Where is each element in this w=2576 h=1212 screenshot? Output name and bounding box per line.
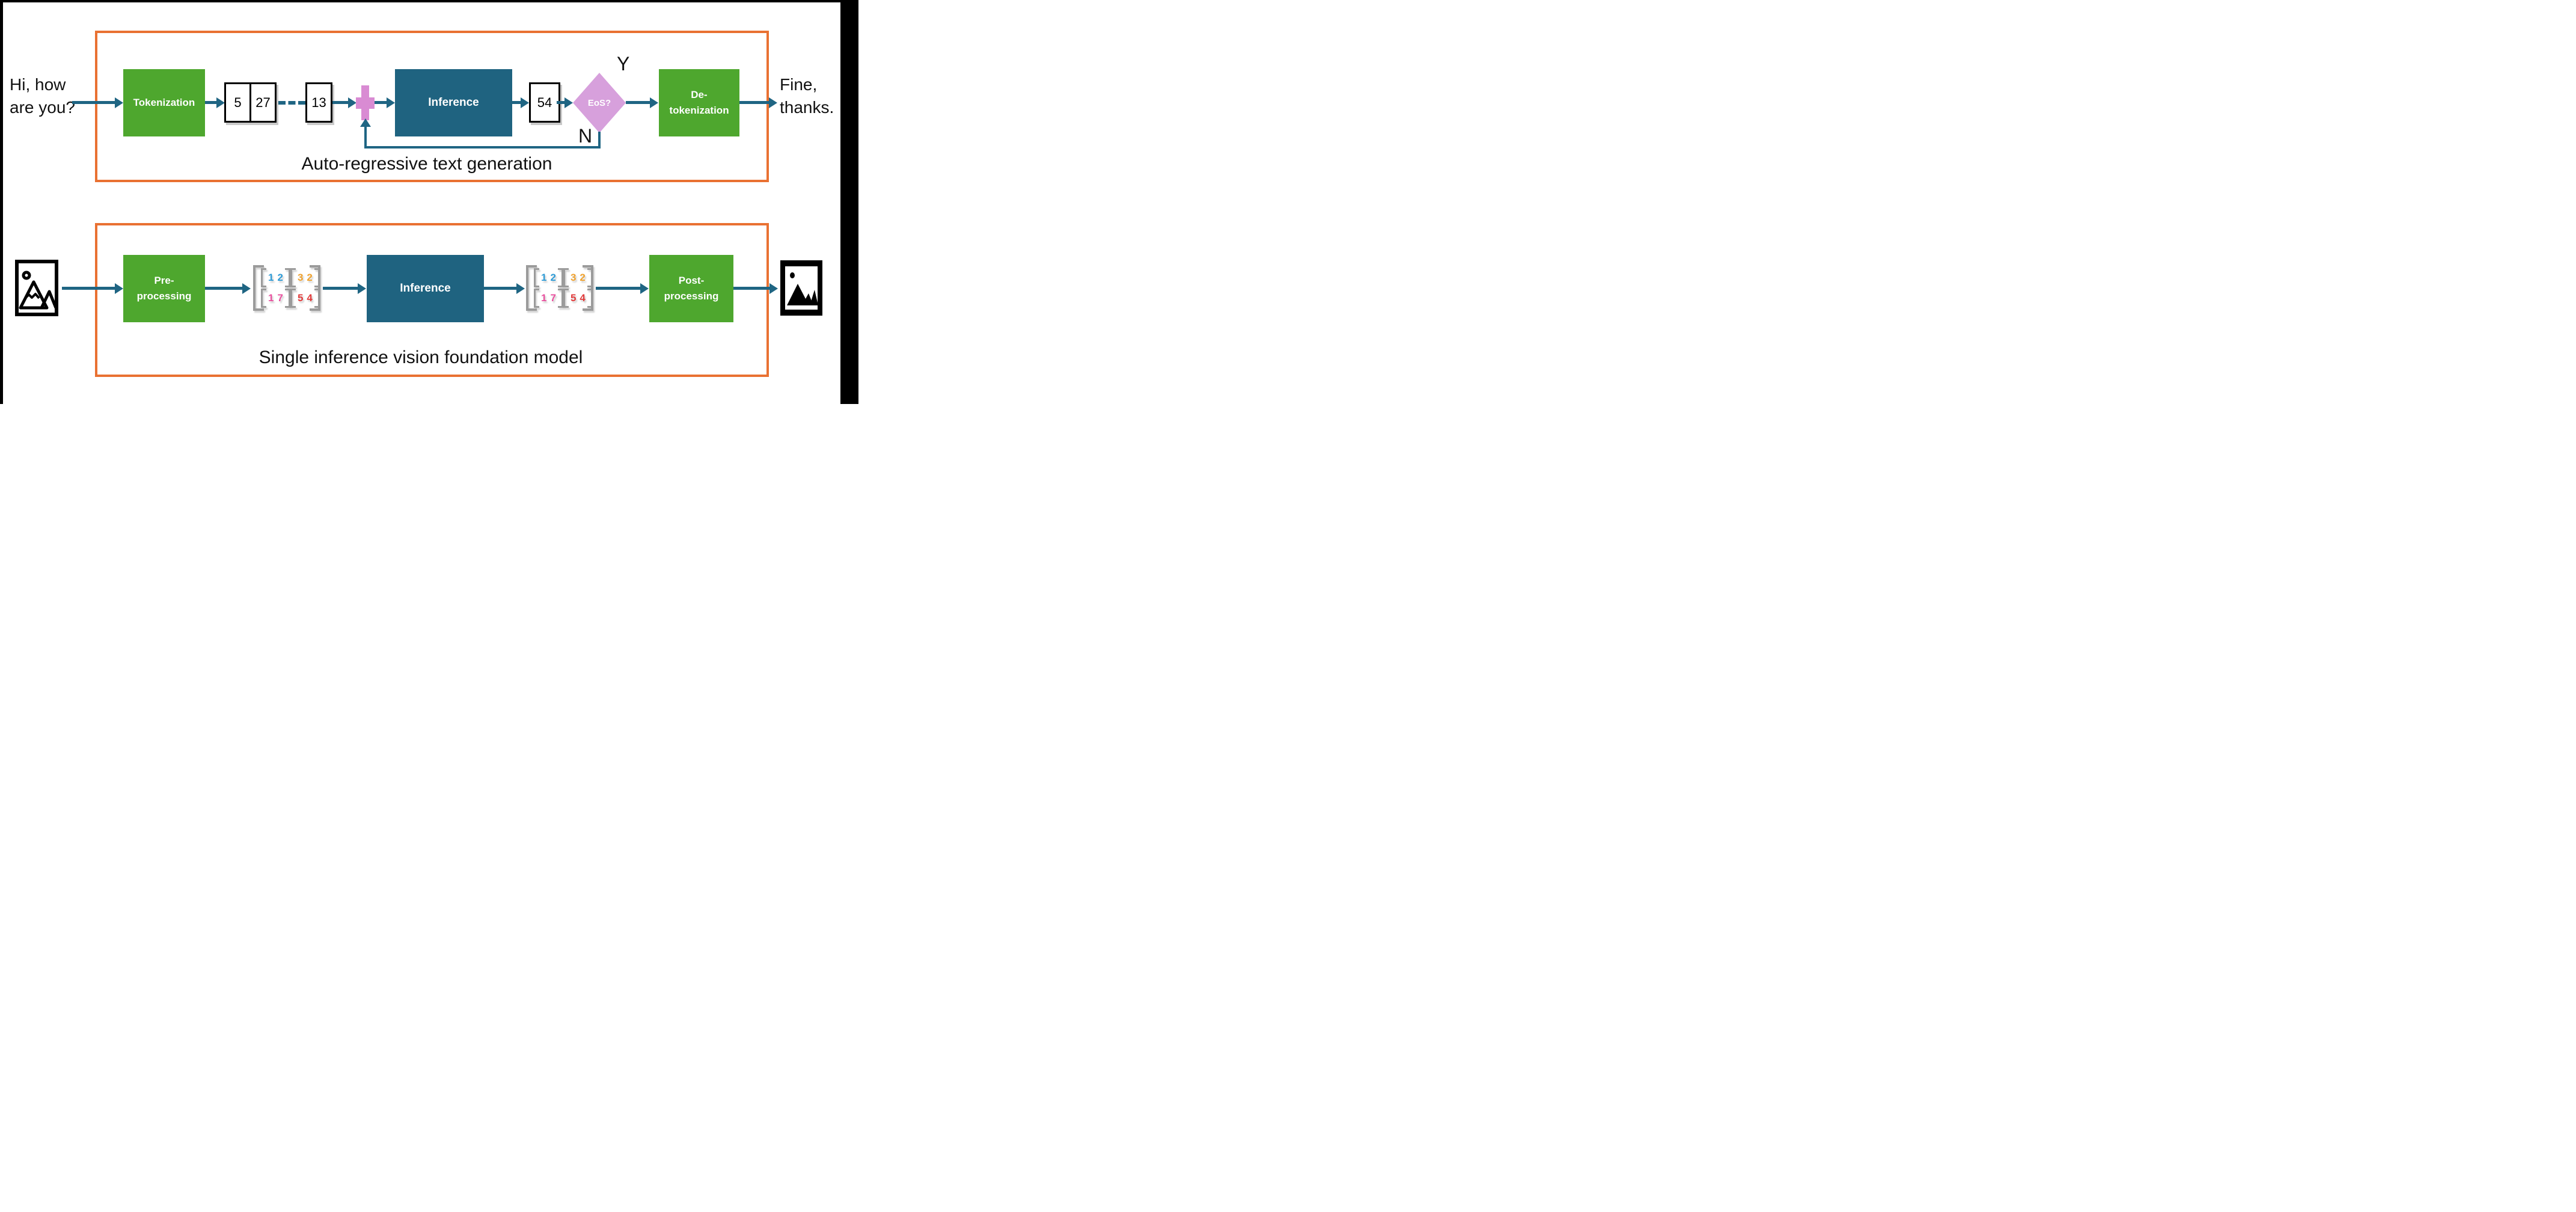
arrow-tensor-to-inference [323,287,358,290]
token-value: 27 [255,94,271,110]
input-image-icon [15,260,58,316]
postprocessing-line2: processing [664,290,719,302]
detokenization-line2: tokenization [669,105,729,116]
token-box-54: 54 [529,82,560,123]
detokenization-box: De- tokenization [659,69,739,136]
token-ellipsis-dashes [278,101,305,105]
arrow-tokens-to-concat [332,101,349,104]
feedback-line-across [364,146,601,148]
vision-model-frame [95,223,769,377]
arrowhead [387,97,395,108]
top-caption: Auto-regressive text generation [301,154,552,174]
matrix-bracket-right [310,265,320,311]
token-sequence: 5 27 [224,82,277,123]
matrix-bracket-left [526,265,537,311]
preprocessing-line1: Pre- [154,275,174,286]
arrowhead [769,97,777,108]
screen-edge-right [840,0,858,404]
arrow-token-to-decision [557,101,566,104]
arrowhead [216,97,225,108]
input-text-line2: are you? [10,98,75,117]
matrix-bracket-left [253,265,264,311]
arrowhead [650,97,658,108]
preprocessing-line2: processing [136,290,192,302]
token-value: 5 [234,94,242,110]
arrow-inference-to-token [512,101,522,104]
output-image-icon [780,260,823,316]
eos-label: EoS? [587,97,611,108]
arrow-inference-to-tensor [484,287,517,290]
plus-horizontal-bar [356,97,375,109]
postprocessing-box: Post- processing [649,255,733,322]
arrowhead [358,283,366,294]
token-box-5: 5 [224,82,251,123]
token-box-27: 27 [251,82,277,123]
arrowhead [516,283,525,294]
inference-label: Inference [400,282,451,295]
feedback-line-down [598,132,601,148]
inference-box-text: Inference [395,69,512,136]
arrow-concat-to-inference [375,101,388,104]
detokenization-line1: De- [691,89,708,100]
token-value: 13 [311,94,326,110]
screen-edge-left [0,0,3,404]
output-text: Fine, thanks. [780,73,852,119]
token-value: 54 [537,94,552,110]
tokenization-label: Tokenization [133,97,195,108]
concat-plus-icon [356,85,375,120]
arrow-detokenization-to-output [739,101,769,104]
output-text-line2: thanks. [780,98,834,117]
screen-edge-top [0,0,858,2]
arrow-postprocessing-to-image [733,287,770,290]
arrowhead [521,97,529,108]
token-box-13: 13 [305,82,332,123]
arrowhead [348,97,356,108]
text-generation-frame [95,31,769,182]
arrow-image-to-preprocessing [62,287,115,290]
inference-label: Inference [428,96,479,109]
arrowhead [640,283,649,294]
arrowhead [564,97,573,108]
bottom-caption: Single inference vision foundation model [259,347,583,367]
tokenization-box: Tokenization [123,69,205,136]
inference-box-vision: Inference [367,255,484,322]
matrix-bracket-right [583,265,593,311]
slide-diagram: Hi, how are you? Tokenization 5 27 13 In… [0,0,858,404]
arrow-input-to-tokenization [72,101,115,104]
no-label: N [578,125,593,147]
input-text: Hi, how are you? [10,73,94,119]
arrowhead [242,283,251,294]
arrowhead-up [360,118,371,127]
arrow-tensor-to-postprocessing [596,287,641,290]
arrow-preprocessing-to-tensor [205,287,243,290]
postprocessing-line1: Post- [678,275,705,286]
arrowhead [769,283,778,294]
feedback-line-up [364,125,367,148]
arrowhead [115,283,123,294]
yes-label: Y [617,53,630,75]
preprocessing-box: Pre- processing [123,255,205,322]
arrow-decision-to-detokenization [626,101,650,104]
output-text-line1: Fine, [780,75,818,94]
arrowhead [115,97,123,108]
input-text-line1: Hi, how [10,75,66,94]
arrow-tokenization-to-tokens [205,101,217,104]
